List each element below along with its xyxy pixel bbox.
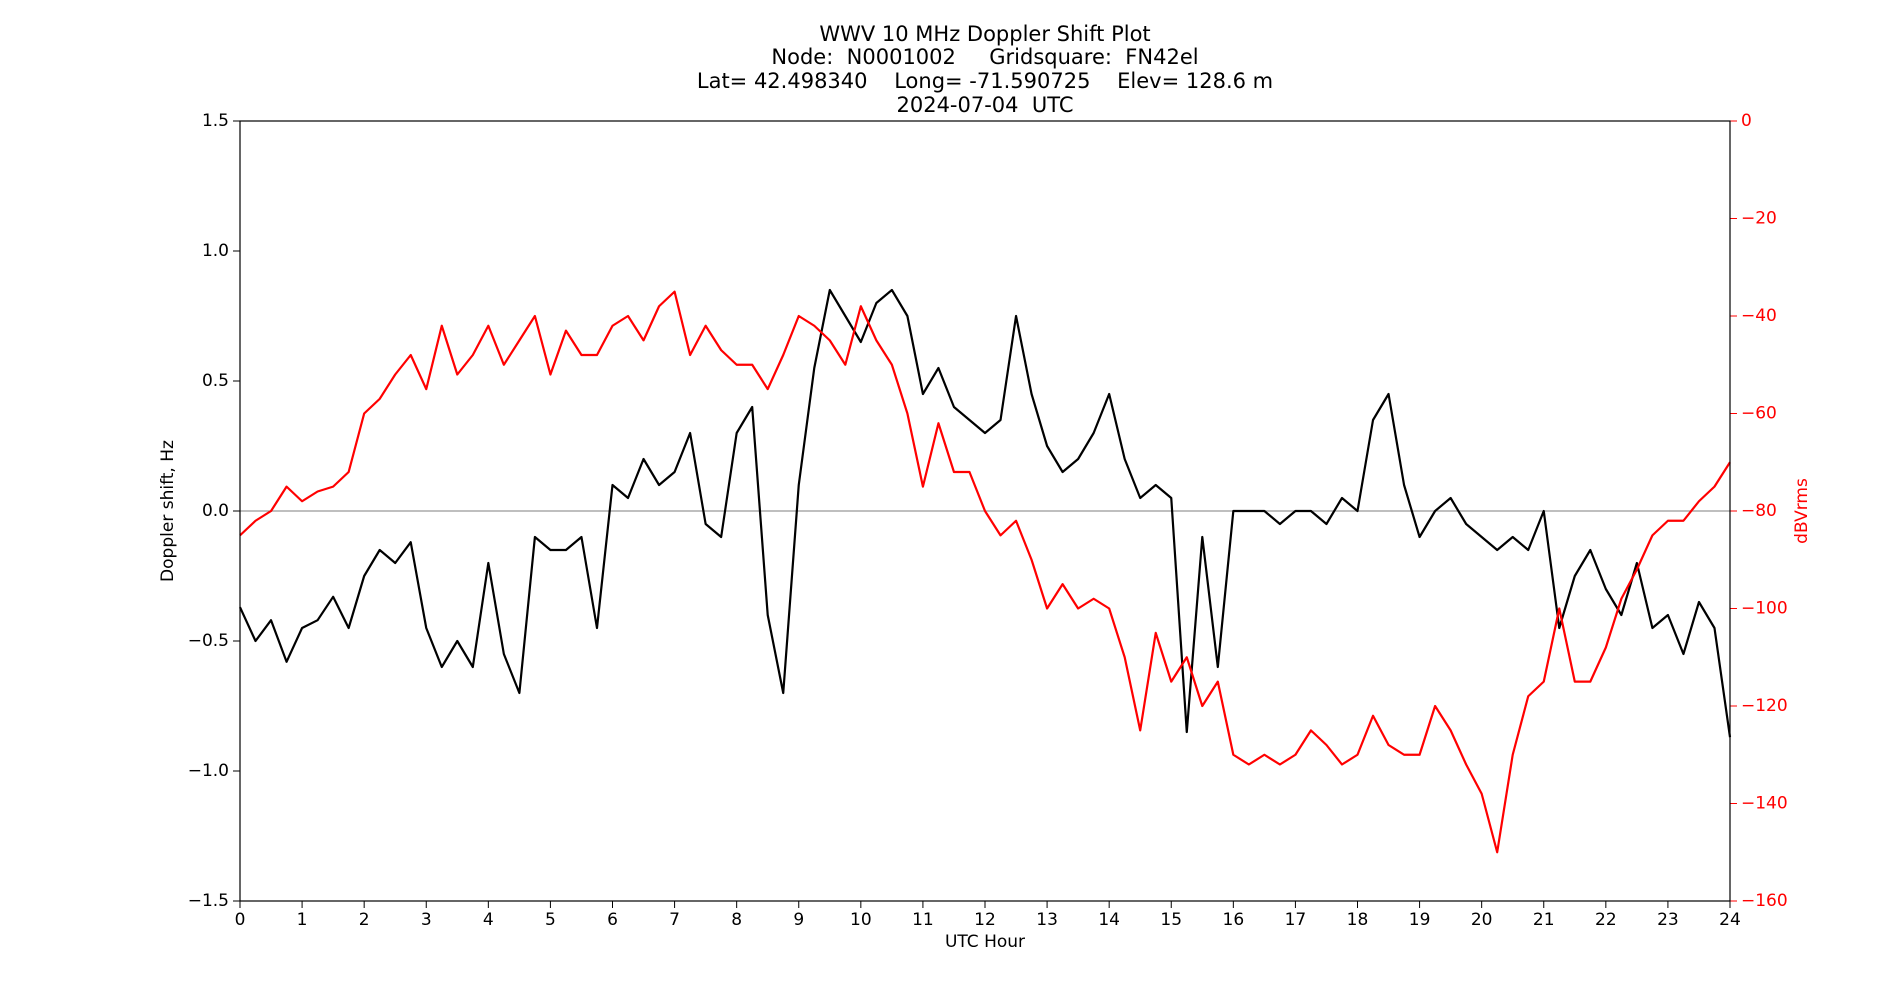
y-tick-label: 1.5 [202,111,229,131]
x-tick-label: 22 [1595,910,1617,930]
x-tick-label: 7 [669,910,680,930]
y-tick-label: 0.0 [202,501,229,521]
series-line [239,290,1731,854]
x-tick-label: 2 [359,910,370,930]
x-tick-label: 12 [974,910,996,930]
y2-tick-label: −120 [1741,696,1788,716]
y-tick-label: 0.5 [202,371,229,391]
x-tick-label: 17 [1285,910,1307,930]
x-tick-label: 1 [297,910,308,930]
y2-tick-label: 0 [1741,111,1752,131]
x-tick-label: 8 [731,910,742,930]
x-tick-label: 5 [545,910,556,930]
x-axis-label: UTC Hour [945,932,1025,952]
x-tick-label: 21 [1533,910,1555,930]
x-tick-label: 20 [1471,910,1493,930]
y2-tick-label: −20 [1741,209,1777,229]
y-tick-label: −1.5 [188,891,229,911]
x-tick-label: 10 [850,910,872,930]
y2-tick-label: −60 [1741,404,1777,424]
y2-axis-label: dBVrms [1792,478,1812,544]
x-tick-label: 11 [912,910,934,930]
y2-tick-label: −40 [1741,306,1777,326]
x-tick-label: 16 [1223,910,1245,930]
x-tick-label: 4 [483,910,494,930]
y2-tick-label: −80 [1741,501,1777,521]
y2-tick-label: −100 [1741,599,1788,619]
x-tick-label: 9 [793,910,804,930]
plot-frame [239,120,1731,902]
x-tick-label: 24 [1719,910,1741,930]
chart-subtitle: Lat= 42.498340 Long= -71.590725 Elev= 12… [697,69,1273,93]
y-tick-label: −1.0 [188,761,229,781]
x-tick-label: 15 [1160,910,1182,930]
y-tick-label: −0.5 [188,631,229,651]
chart-subtitle: 2024-07-04 UTC [896,93,1073,117]
x-tick-label: 14 [1098,910,1120,930]
x-tick-label: 3 [421,910,432,930]
series-line [239,288,1732,738]
x-tick-label: 13 [1036,910,1058,930]
x-tick-label: 0 [235,910,246,930]
chart-subtitle: Node: N0001002 Gridsquare: FN42el [771,45,1198,69]
x-tick-label: 18 [1347,910,1369,930]
y2-tick-label: −160 [1741,891,1788,911]
x-tick-label: 23 [1657,910,1679,930]
y-axis-label: Doppler shift, Hz [158,440,178,582]
x-tick-label: 6 [607,910,618,930]
y2-tick-label: −140 [1741,794,1788,814]
y-tick-label: 1.0 [202,241,229,261]
x-tick-label: 19 [1409,910,1431,930]
chart-title: WWV 10 MHz Doppler Shift Plot [819,22,1150,46]
